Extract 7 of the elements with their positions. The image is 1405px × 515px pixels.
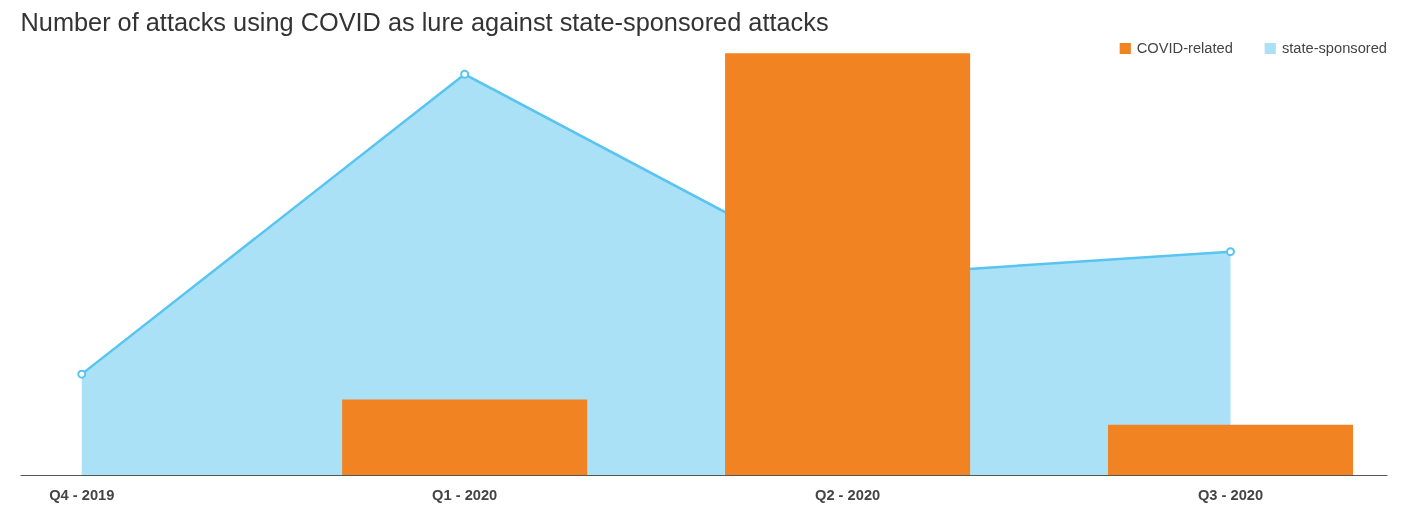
x-tick-label: Q2 - 2020 xyxy=(815,486,881,503)
legend-label: state-sponsored xyxy=(1281,40,1387,56)
legend-label: COVID-related xyxy=(1136,40,1233,56)
x-tick-label: Q4 - 2019 xyxy=(49,486,115,503)
x-tick-label: Q3 - 2020 xyxy=(1197,486,1264,503)
chart-title: Number of attacks using COVID as lure against state-sponsored attacks xyxy=(20,7,829,36)
x-tick-label: Q1 - 2020 xyxy=(432,486,498,503)
